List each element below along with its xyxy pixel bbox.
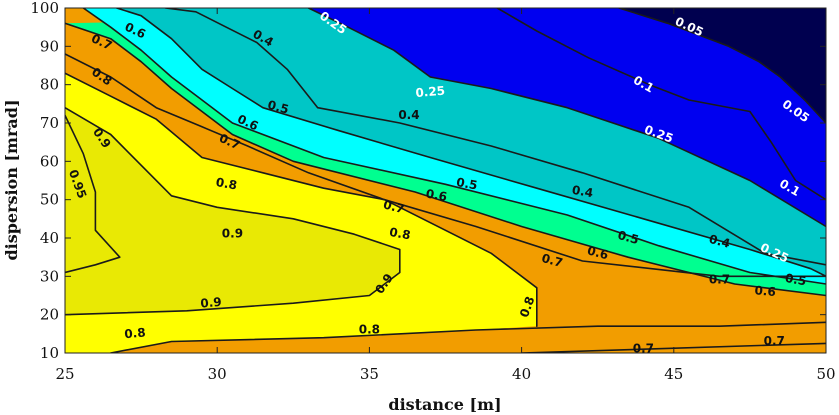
contour-line-0.8 [109,321,826,353]
contour-line-0.7 [520,342,826,353]
contour-line-0.1 [496,8,826,201]
y-tick-label: 90 [40,37,59,55]
x-tick-label: 35 [360,365,379,383]
contour-label: 0.8 [388,225,411,242]
contour-line-0.4 [115,8,826,278]
contour-label: 0.25 [415,84,446,101]
contour-label: 0.7 [764,334,785,348]
contour-label: 0.8 [124,325,146,341]
contour-line-0.95 [65,114,121,274]
contour-label: 0.4 [707,232,731,251]
fill-region-below-0.05 [619,8,826,123]
y-tick-label: 60 [40,152,59,170]
x-tick-label: 45 [664,365,683,383]
y-tick-label: 30 [40,267,59,285]
contour-label: 0.6 [754,283,776,299]
contour-label: 0.7 [709,273,730,287]
contour-label: 0.5 [266,98,290,117]
contour-label: 0.7 [633,342,654,356]
y-tick-label: 10 [40,344,59,362]
y-tick-label: 80 [40,76,59,94]
contour-label: 0.4 [571,183,594,200]
contour-label: 0.9 [222,227,243,241]
contour-label: 0.8 [517,294,537,319]
contour-line-0.25 [307,8,826,228]
contour-lines [65,8,826,353]
contour-line-0.7 [65,53,826,278]
fill-region-0.6-0.8-bottom [110,322,826,353]
contour-label: 0.5 [784,271,807,288]
x-tick-label: 50 [816,365,835,383]
x-tick-label: 30 [208,365,227,383]
contour-label: 0.4 [398,108,419,122]
contour-label: 0.7 [540,251,564,270]
y-tick-label: 70 [40,114,59,132]
contour-label: 0.6 [425,187,448,204]
x-axis-title: distance [m] [388,395,501,414]
x-tick-label: 40 [512,365,531,383]
fill-region-0.05-0.25 [308,8,826,227]
fill-region-above-0.9 [65,107,400,315]
contour-label: 0.8 [359,323,380,337]
contour-label: 0.7 [382,197,406,216]
y-tick-label: 20 [40,306,59,324]
x-tick-label: 25 [55,365,74,383]
y-axis-ticks: 10 20 30 40 50 60 70 80 90 100 [30,0,826,362]
x-axis-ticks: 25 30 35 40 45 50 [55,8,836,383]
y-tick-label: 40 [40,229,59,247]
contour-fill-regions [65,8,826,353]
contour-label: 0.5 [616,228,640,247]
contour-line-0.05 [618,8,826,124]
y-axis-title: dispersion [mrad] [2,99,21,260]
contour-line-0.6 [65,22,826,297]
contour-label: 0.5 [455,175,478,192]
y-tick-label: 100 [30,0,59,17]
y-tick-label: 50 [40,191,59,209]
contour-label: 0.6 [586,243,610,262]
contour-label: 0.9 [200,295,222,311]
contour-line-0.8 [65,72,538,327]
contour-label: 0.8 [215,175,238,192]
plot-frame [64,7,827,354]
contour-line-0.5 [82,8,826,285]
contour-line-0.25 [164,8,826,266]
contour-line-0.9 [65,106,401,316]
